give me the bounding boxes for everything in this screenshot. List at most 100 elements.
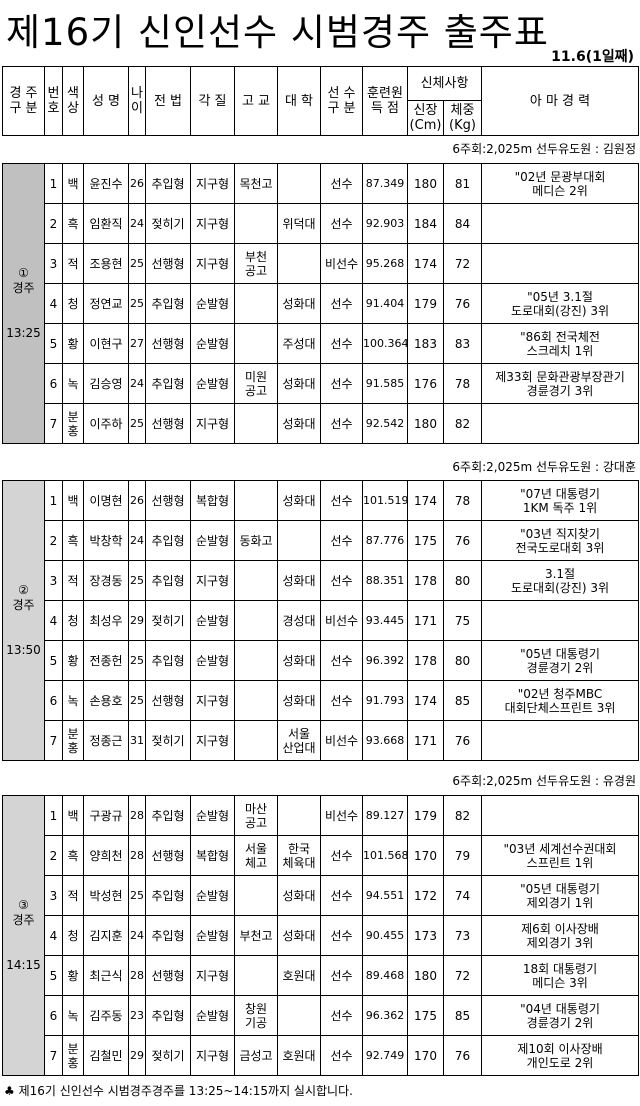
- cell-name: 전종헌: [83, 640, 129, 681]
- cell-highschool: [234, 203, 278, 244]
- cell-career: [481, 243, 639, 284]
- table-row: 3 적 장경동 25 추입형 지구형 성화대 선수 88.351 178 80 3.1절 도로대회(강…: [3, 560, 639, 601]
- cell-height: 173: [407, 915, 444, 956]
- cell-score: 90.455: [362, 915, 408, 956]
- cell-college: 서울 산업대: [277, 720, 321, 761]
- table-row: ③ 경주 14:15 1 백 구광규 28 추입형 순발형 마산 공고 비선수 89.127 179 82: [2, 795, 639, 1076]
- cell-highschool: 창원 기공: [234, 995, 278, 1036]
- cell-tactic: 젖히기: [145, 600, 191, 641]
- cell-weight: 80: [443, 560, 482, 601]
- cell-career: 제6회 이사장배 제외경기 3위: [481, 915, 639, 956]
- cell-color: 백: [62, 163, 84, 204]
- cell-college: [277, 995, 321, 1036]
- cell-score: 95.268: [362, 243, 408, 284]
- cell-age: 29: [128, 600, 146, 641]
- header-name: 성 명: [83, 66, 129, 136]
- cell-color: 녹: [62, 680, 84, 721]
- cell-weight: 75: [443, 600, 482, 641]
- cell-highschool: [234, 875, 278, 916]
- cell-type: 지구형: [190, 560, 235, 601]
- page-title: 제16기 신인선수 시범경주 출주표: [6, 11, 549, 54]
- cell-weight: 83: [443, 323, 482, 364]
- cell-weight: 76: [443, 520, 482, 561]
- cell-athlete: 비선수: [320, 600, 363, 641]
- race-label-cell: ③ 경주 14:15: [2, 795, 45, 1076]
- cell-athlete: 비선수: [320, 795, 363, 836]
- cell-age: 25: [128, 680, 146, 721]
- cell-college: 성화대: [277, 363, 321, 404]
- cell-weight: 79: [443, 835, 482, 876]
- cell-score: 89.468: [362, 955, 408, 996]
- cell-athlete: 선수: [320, 560, 363, 601]
- header-score: 훈련원 득 점: [362, 66, 408, 136]
- cell-weight: 76: [443, 1035, 482, 1076]
- cell-weight: 82: [443, 403, 482, 444]
- cell-career: "05년 3.1절 도로대회(강진) 3위: [481, 283, 639, 324]
- race-label-cell: ② 경주 13:50: [2, 480, 45, 761]
- cell-height: 179: [407, 795, 444, 836]
- cell-score: 92.749: [362, 1035, 408, 1076]
- cell-type: 지구형: [190, 1035, 235, 1076]
- table-row: 6 녹 김승영 24 추입형 순발형 미원 공고 성화대 선수 91.585 176 78 제33회 문…: [3, 363, 639, 404]
- cell-age: 28: [128, 835, 146, 876]
- cell-athlete: 선수: [320, 875, 363, 916]
- cell-college: 경성대: [277, 600, 321, 641]
- race-caption: 6주회:2,025m 선두유도원 : 김원정: [452, 142, 636, 156]
- cell-color: 흑: [62, 520, 84, 561]
- table-row: 2 흑 박창학 24 추입형 순발형 동화고 선수 87.776 175 76 "03년 직지찾기 전…: [3, 520, 639, 561]
- cell-no: 7: [44, 720, 63, 761]
- cell-score: 89.127: [362, 795, 408, 836]
- cell-athlete: 선수: [320, 520, 363, 561]
- cell-college: 주성대: [277, 323, 321, 364]
- race-label: 경주: [12, 598, 35, 612]
- cell-career: [481, 403, 639, 444]
- cell-no: 7: [44, 403, 63, 444]
- cell-color: 백: [62, 480, 84, 521]
- race-time: 14:15: [6, 958, 41, 972]
- cell-height: 183: [407, 323, 444, 364]
- cell-career: 3.1절 도로대회(강진) 3위: [481, 560, 639, 601]
- cell-weight: 76: [443, 720, 482, 761]
- cell-height: 174: [407, 680, 444, 721]
- cell-athlete: 선수: [320, 283, 363, 324]
- table-row: 3 적 박성현 25 추입형 순발형 성화대 선수 94.551 172 74 "05년 대통령기 제…: [3, 875, 639, 916]
- cell-name: 김주동: [83, 995, 129, 1036]
- race-number: ①: [18, 266, 29, 280]
- cell-type: 순발형: [190, 283, 235, 324]
- cell-height: 172: [407, 875, 444, 916]
- cell-name: 김철민: [83, 1035, 129, 1076]
- cell-career: "04년 대통령기 경륜경기 2위: [481, 995, 639, 1036]
- cell-athlete: 비선수: [320, 243, 363, 284]
- cell-career: [481, 795, 639, 836]
- cell-athlete: 선수: [320, 835, 363, 876]
- cell-college: 성화대: [277, 283, 321, 324]
- header-highschool: 고 교: [234, 66, 278, 136]
- cell-score: 94.551: [362, 875, 408, 916]
- race-number: ②: [18, 583, 29, 597]
- cell-highschool: [234, 283, 278, 324]
- cell-type: 지구형: [190, 720, 235, 761]
- cell-height: 174: [407, 480, 444, 521]
- cell-career: "02년 청주MBC 대회단체스프린트 3위: [481, 680, 639, 721]
- cell-height: 178: [407, 560, 444, 601]
- cell-no: 1: [44, 795, 63, 836]
- cell-age: 25: [128, 243, 146, 284]
- cell-age: 25: [128, 560, 146, 601]
- cell-age: 27: [128, 323, 146, 364]
- cell-athlete: 선수: [320, 323, 363, 364]
- cell-type: 순발형: [190, 795, 235, 836]
- cell-name: 손용호: [83, 680, 129, 721]
- table-row: 5 황 전종헌 25 추입형 순발형 성화대 선수 96.392 178 80 "05년 대통령기 경…: [3, 640, 639, 681]
- cell-height: 184: [407, 203, 444, 244]
- cell-no: 6: [44, 680, 63, 721]
- cell-no: 2: [44, 520, 63, 561]
- race-caption: 6주회:2,025m 선두유도원 : 강대훈: [452, 460, 636, 474]
- cell-color: 황: [62, 955, 84, 996]
- cell-college: [277, 795, 321, 836]
- cell-type: 지구형: [190, 163, 235, 204]
- cell-no: 4: [44, 600, 63, 641]
- cell-college: [277, 520, 321, 561]
- cell-type: 순발형: [190, 995, 235, 1036]
